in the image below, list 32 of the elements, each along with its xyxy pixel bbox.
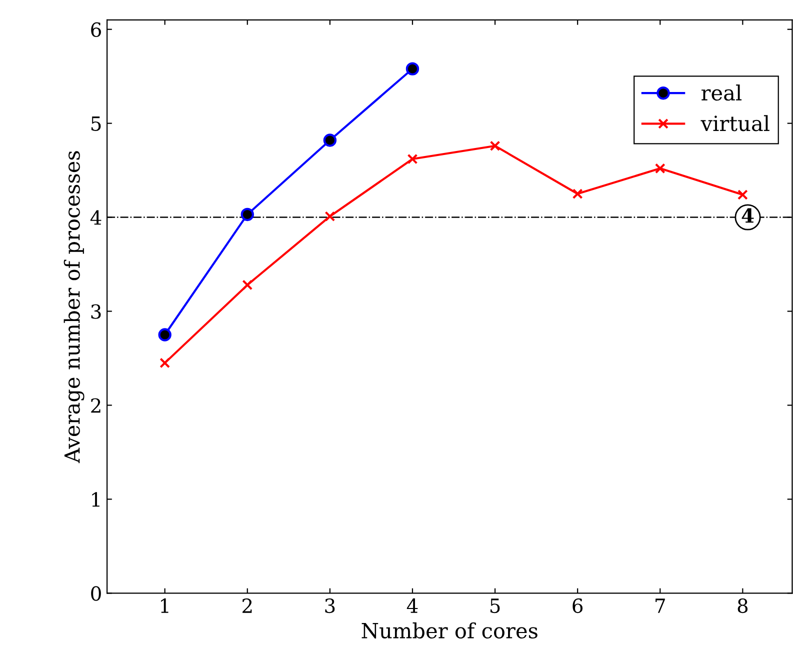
y-tick-label: 2 xyxy=(91,398,100,413)
x-tick-label: 1 xyxy=(161,598,168,613)
x-tick-label: 4 xyxy=(406,598,418,613)
point xyxy=(572,188,583,200)
point xyxy=(406,62,420,76)
point xyxy=(490,140,500,152)
legend-label: real xyxy=(702,84,742,101)
y-axis-title: Average number of processes xyxy=(64,151,84,464)
point xyxy=(323,134,337,147)
point xyxy=(158,328,172,342)
y-tick-label: 5 xyxy=(91,116,101,131)
y-tick-label: 6 xyxy=(91,22,101,38)
point xyxy=(737,190,748,200)
point xyxy=(240,208,254,222)
point xyxy=(654,163,666,174)
point xyxy=(407,154,418,164)
y-tick-label: 0 xyxy=(91,586,101,601)
point xyxy=(160,358,170,368)
x-tick-label: 5 xyxy=(490,598,500,614)
point xyxy=(242,280,253,290)
x-axis-title: Number of cores xyxy=(362,622,538,639)
y-tick-label: 3 xyxy=(91,304,101,319)
y-tick-label: 1 xyxy=(92,492,100,507)
y-tick-label: 4 xyxy=(90,210,102,225)
x-tick-label: 8 xyxy=(738,598,748,614)
point xyxy=(324,211,336,222)
x-tick-label: 6 xyxy=(572,598,583,614)
x-tick-label: 3 xyxy=(325,598,335,614)
ref-line-label: 4 xyxy=(742,208,754,223)
x-tick-label: 2 xyxy=(242,598,252,613)
legend-label: virtual xyxy=(700,115,770,132)
x-tick-label: 7 xyxy=(656,598,665,613)
